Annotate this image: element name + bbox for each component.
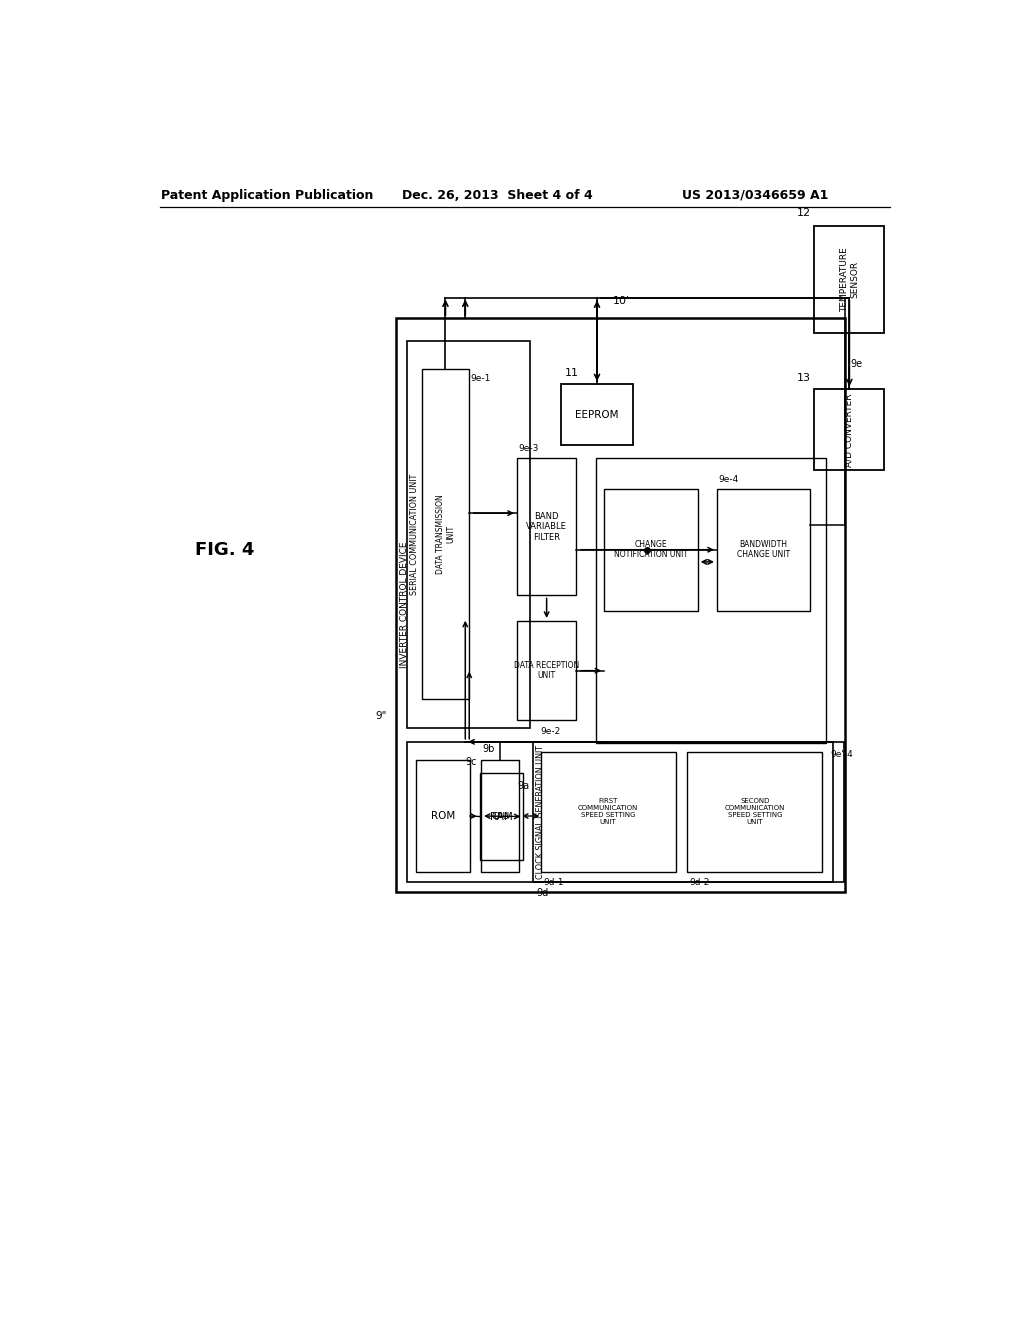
Bar: [532, 742, 833, 882]
Text: EEPROM: EEPROM: [575, 409, 618, 420]
Text: CPU: CPU: [492, 812, 509, 821]
Bar: [408, 342, 530, 727]
Bar: [422, 368, 469, 700]
Bar: [814, 227, 885, 333]
Text: ROM: ROM: [431, 810, 456, 821]
Text: TEMPERATURE
SENSOR: TEMPERATURE SENSOR: [840, 247, 859, 313]
Bar: [604, 488, 697, 611]
Bar: [561, 384, 633, 445]
Text: 9e-3: 9e-3: [518, 444, 539, 453]
Text: DATA RECEPTION
UNIT: DATA RECEPTION UNIT: [514, 661, 580, 680]
Text: FIG. 4: FIG. 4: [196, 541, 255, 558]
Bar: [396, 318, 845, 892]
Text: 11: 11: [565, 368, 580, 378]
Bar: [517, 458, 577, 595]
Text: 9e'-4: 9e'-4: [830, 750, 853, 759]
Text: CHANGE
NOTIFICATION UNIT: CHANGE NOTIFICATION UNIT: [614, 540, 688, 560]
Bar: [481, 760, 519, 873]
Bar: [687, 752, 822, 873]
Bar: [408, 742, 844, 882]
Text: SERIAL COMMUNICATION UNIT: SERIAL COMMUNICATION UNIT: [410, 474, 419, 595]
Text: 9e-1: 9e-1: [471, 374, 492, 383]
Text: 12: 12: [797, 209, 811, 218]
Bar: [814, 389, 885, 470]
Text: Dec. 26, 2013  Sheet 4 of 4: Dec. 26, 2013 Sheet 4 of 4: [401, 189, 593, 202]
Text: 9d: 9d: [537, 888, 549, 898]
Text: INVERTER CONTROL DEVICE: INVERTER CONTROL DEVICE: [399, 541, 409, 668]
Bar: [517, 620, 577, 721]
Bar: [541, 752, 676, 873]
Text: 9d-1: 9d-1: [543, 878, 563, 887]
Text: 9": 9": [376, 711, 387, 722]
Text: 9e-4: 9e-4: [719, 475, 738, 483]
Text: 9b: 9b: [482, 744, 496, 754]
Text: 13: 13: [797, 374, 811, 383]
Text: BANDWIDTH
CHANGE UNIT: BANDWIDTH CHANGE UNIT: [737, 540, 791, 560]
Text: RAM: RAM: [490, 812, 513, 821]
Text: BAND
VARIABLE
FILTER: BAND VARIABLE FILTER: [526, 512, 567, 541]
Text: 9c: 9c: [466, 758, 477, 767]
Text: A/D CONVERTER: A/D CONVERTER: [845, 393, 854, 466]
Text: Patent Application Publication: Patent Application Publication: [161, 189, 373, 202]
Text: SECOND
COMMUNICATION
SPEED SETTING
UNIT: SECOND COMMUNICATION SPEED SETTING UNIT: [725, 799, 785, 825]
Text: DATA TRANSMISSION
UNIT: DATA TRANSMISSION UNIT: [436, 494, 455, 574]
Text: 9d-2: 9d-2: [690, 878, 711, 887]
Text: 10': 10': [613, 296, 630, 306]
Text: 9e: 9e: [850, 359, 862, 368]
Text: 9a: 9a: [517, 780, 529, 791]
Text: CLOCK SIGNAL GENERATION UNIT: CLOCK SIGNAL GENERATION UNIT: [537, 744, 545, 879]
Bar: [717, 488, 811, 611]
Text: FIRST
COMMUNICATION
SPEED SETTING
UNIT: FIRST COMMUNICATION SPEED SETTING UNIT: [578, 799, 638, 825]
Text: 9e-2: 9e-2: [541, 726, 561, 735]
Text: US 2013/0346659 A1: US 2013/0346659 A1: [682, 189, 828, 202]
Bar: [416, 760, 470, 873]
Bar: [596, 458, 826, 743]
Bar: [479, 774, 523, 859]
